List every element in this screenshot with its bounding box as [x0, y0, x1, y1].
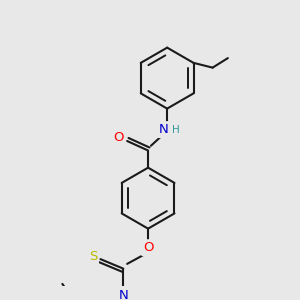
Text: N: N: [118, 289, 128, 300]
Text: O: O: [113, 131, 124, 144]
Text: O: O: [143, 241, 153, 254]
Text: S: S: [89, 250, 97, 263]
Text: N: N: [158, 123, 168, 136]
Text: H: H: [172, 124, 180, 135]
